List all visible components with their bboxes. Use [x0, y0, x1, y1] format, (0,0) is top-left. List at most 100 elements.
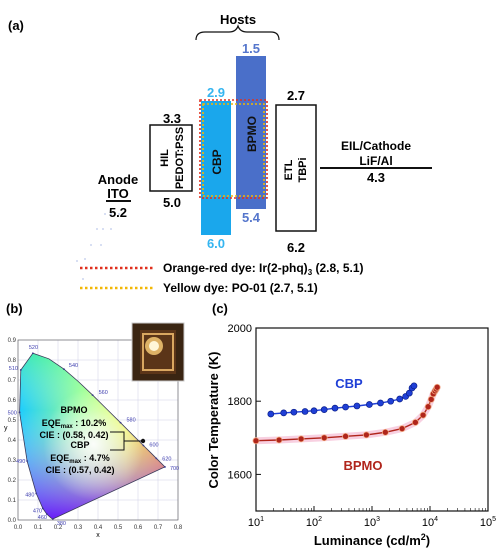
bpmo-annotation: BPMO EQEmax : 10.2% CIE : (0.58, 0.42): [39, 405, 108, 440]
data-point: [331, 404, 339, 412]
data-point: [382, 428, 389, 436]
cie-x-tick-label: 0.4: [94, 525, 103, 531]
cathode-material: LiF/Al: [359, 154, 392, 168]
wavelength-tick: [41, 507, 44, 510]
data-point: [267, 410, 275, 418]
wavelength-label: 620: [162, 456, 171, 462]
device-photo: [131, 322, 185, 382]
data-point: [410, 382, 418, 390]
x-tick-label: 105: [480, 516, 496, 529]
wavelength-tick: [155, 457, 158, 460]
data-point: [280, 409, 288, 417]
cbp-annotation: CBP EQEmax : 4.7% CIE : (0.57, 0.42): [45, 440, 114, 475]
cie-x-tick-label: 0.2: [54, 525, 63, 531]
cie-y-tick-label: 0.0: [8, 518, 17, 524]
panel-a: (a) Hosts Anode ITO 5.2 3.3 HIL PEDOT:PS…: [8, 12, 432, 295]
panel-b-label: (b): [6, 301, 23, 316]
hil-material: PEDOT:PSS: [174, 127, 186, 189]
y-tick-label: 1800: [228, 396, 252, 408]
cie-y-tick-label: 0.9: [8, 338, 17, 344]
data-point: [377, 399, 384, 407]
cie-x-tick-label: 0.6: [134, 525, 143, 531]
anode-title: Anode: [98, 172, 138, 187]
data-point: [412, 419, 419, 426]
x-tick-label: 101: [248, 516, 264, 529]
hil-homo: 5.0: [163, 195, 181, 210]
cbp-name: CBP: [210, 149, 224, 174]
wavelength-label: 600: [149, 443, 158, 449]
cbp-lumo: 2.9: [207, 85, 225, 100]
orange-red-dye-levels: [199, 99, 268, 199]
axis-ticks: 1600 1800 2000 101 102 103 104 105: [228, 323, 497, 529]
cie-axes: 0.0 0.1 0.2 0.3 0.4 0.5 0.6 0.7 0.8 0.0 0.1 0.2 0.3 0…: [4, 338, 183, 539]
data-point: [396, 395, 404, 403]
hil-lumo: 3.3: [163, 111, 181, 126]
etl-box: [275, 104, 317, 232]
wavelength-label: 540: [69, 363, 78, 369]
cie-x-axis-title: x: [96, 532, 100, 539]
x-tick-label: 103: [364, 516, 380, 529]
series-layer: [252, 382, 441, 445]
wavelength-tick: [142, 444, 145, 447]
cie-x-tick-label: 0.8: [174, 525, 183, 531]
series-label-cbp: CBP: [335, 376, 363, 391]
cathode-title: EIL/Cathode: [341, 139, 411, 153]
wavelength-tick: [63, 368, 65, 371]
cie-y-axis-title: y: [4, 425, 8, 432]
data-point: [427, 396, 435, 403]
bpmo-homo: 5.4: [242, 210, 261, 225]
data-point: [275, 436, 283, 444]
wavelength-label: 580: [127, 418, 136, 424]
bpmo-annot-name: BPMO: [61, 405, 88, 415]
cie-x-tick-label: 0.7: [154, 525, 163, 531]
data-point: [290, 408, 298, 416]
cie-point: [140, 438, 146, 444]
x-tick-label: 104: [422, 516, 438, 529]
cie-x-tick-label: 0.1: [34, 525, 43, 531]
y-tick-label: 2000: [228, 323, 252, 335]
series-bpmo: [252, 383, 441, 445]
wavelength-label: 560: [99, 390, 108, 396]
data-point: [297, 435, 305, 443]
cbp-annot-eqe: EQEmax : 4.7%: [50, 453, 110, 465]
wavelength-label: 470: [33, 508, 42, 514]
wavelength-label: 480: [25, 492, 34, 498]
hosts-bracket: [195, 24, 280, 41]
cie-y-tick-label: 0.3: [8, 458, 17, 464]
series-label-bpmo: BPMO: [344, 458, 383, 473]
wavelength-label: 520: [29, 345, 38, 351]
data-point: [342, 432, 349, 440]
cathode-level: 4.3: [367, 170, 385, 185]
data-point: [320, 406, 328, 413]
cie-x-tick-label: 0.3: [74, 525, 83, 531]
data-point: [310, 407, 318, 415]
cie-y-tick-label: 0.7: [8, 378, 17, 384]
cie-x-tick-label: 0.0: [14, 525, 23, 531]
wavelength-tick: [31, 352, 34, 355]
cie-y-tick-label: 0.2: [8, 478, 17, 484]
cbp-annot-cie: CIE : (0.57, 0.42): [45, 465, 114, 475]
data-point: [419, 411, 427, 419]
yellow-dye-levels: [202, 103, 265, 197]
panel-a-label: (a): [8, 18, 24, 33]
wavelength-tick: [91, 394, 94, 396]
hosts-label: Hosts: [220, 12, 256, 27]
cie-y-tick-label: 0.1: [8, 498, 17, 504]
data-point: [387, 397, 395, 405]
data-point: [424, 403, 432, 411]
cbp-bar: [201, 101, 231, 235]
etl-material: TBPi: [297, 157, 309, 182]
artifact-dots: [76, 213, 120, 280]
cie-x-tick-label: 0.5: [114, 525, 123, 531]
plot-frame: [255, 327, 489, 512]
wavelength-tick: [164, 466, 166, 468]
wavelength-label: 380: [57, 521, 66, 527]
bpmo-bar: [236, 56, 266, 209]
etl-homo: 6.2: [287, 240, 305, 255]
y-tick-label: 1600: [228, 469, 252, 481]
data-point: [301, 408, 309, 415]
data-point: [320, 434, 328, 442]
legend-orange-red-label: Orange-red dye: Ir(2-phq)3 (2.8, 5.1): [163, 261, 364, 277]
series-cbp: [267, 382, 418, 418]
